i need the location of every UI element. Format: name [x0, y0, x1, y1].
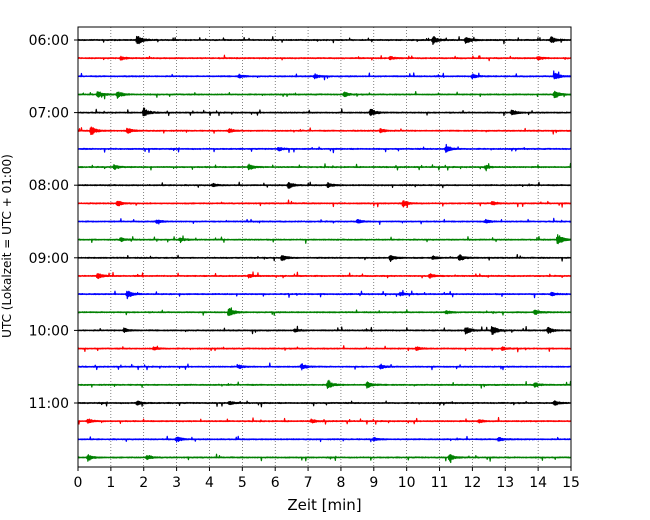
seismic-trace-line [77, 416, 572, 425]
x-tick-label: 12 [463, 475, 481, 491]
seismic-trace-line [77, 107, 572, 117]
seismic-trace-line [77, 54, 572, 62]
seismic-trace-line [77, 234, 572, 245]
seismic-trace-line [77, 253, 572, 263]
vertical-grid [110, 27, 539, 467]
x-tick-label: 0 [74, 475, 83, 491]
y-tick-label: 08:00 [29, 178, 69, 194]
x-tick-label: 11 [431, 475, 449, 491]
x-tick-label: 13 [496, 475, 514, 491]
seismic-trace-line [77, 453, 572, 464]
x-tick-label: 4 [205, 475, 214, 491]
y-axis-title: UTC (Lokalzeit = UTC + 01:00) [0, 154, 14, 338]
seismic-trace-line [77, 400, 572, 408]
x-tick-label: 6 [271, 475, 280, 491]
seismic-trace-line [77, 362, 572, 371]
seismic-trace-line [77, 143, 572, 154]
x-tick-label: 7 [304, 475, 313, 491]
seismic-trace-line [77, 162, 572, 172]
x-tick-label: 2 [139, 475, 148, 491]
y-tick-label: 11:00 [29, 396, 69, 412]
seismic-trace-line [77, 35, 572, 46]
x-tick-label: 3 [172, 475, 181, 491]
x-tick-label: 1 [106, 475, 115, 491]
seismic-trace-line [77, 90, 572, 100]
x-tick-label: 10 [398, 475, 416, 491]
x-tick-label: 5 [238, 475, 247, 491]
seismic-trace-line [77, 126, 572, 136]
x-tick-label: 8 [336, 475, 345, 491]
seismic-trace-line [77, 435, 572, 443]
x-tick-label: 14 [529, 475, 547, 491]
seismic-trace-line [77, 307, 572, 317]
seismic-trace-line [77, 289, 572, 300]
y-tick-label: 10:00 [29, 323, 69, 339]
y-axis-ticks: 06:00 07:00 08:00 09:00 10:00 11:00 [29, 33, 78, 412]
seismic-trace-line [77, 325, 572, 336]
seismic-traces [77, 35, 572, 464]
x-tick-label: 15 [562, 475, 580, 491]
x-axis-title: Zeit [min] [287, 496, 361, 514]
seismic-trace-line [77, 379, 572, 389]
y-tick-label: 09:00 [29, 251, 69, 267]
seismic-trace-line [77, 70, 572, 81]
seismic-trace-line [77, 217, 572, 225]
seismic-trace-line [77, 199, 572, 208]
x-axis-ticks: 0 1 2 3 4 5 6 7 8 9 10 11 12 13 14 15 [74, 467, 580, 491]
y-tick-label: 07:00 [29, 106, 69, 122]
x-tick-label: 9 [369, 475, 378, 491]
seismic-trace-line [77, 271, 572, 280]
plot-frame [77, 26, 572, 468]
y-tick-label: 06:00 [29, 33, 69, 49]
seismic-trace-line [77, 345, 572, 353]
seismic-trace-line [77, 181, 572, 189]
